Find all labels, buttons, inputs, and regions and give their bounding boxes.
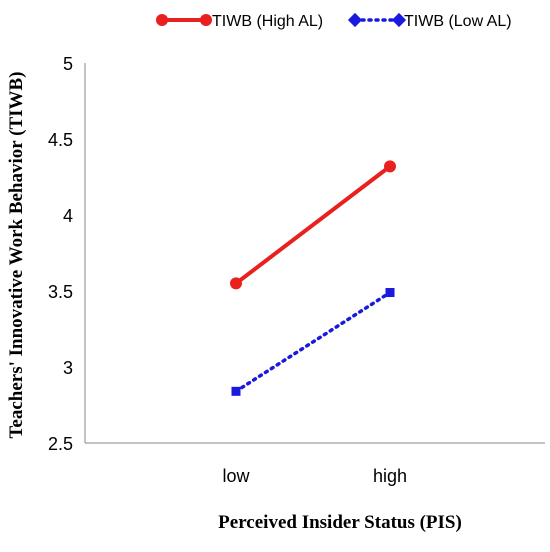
legend-marker: [156, 14, 168, 26]
series-line: [234, 164, 392, 285]
legend-marker: [391, 12, 407, 28]
y-tick-label: 4: [63, 206, 73, 226]
data-point-marker: [384, 160, 396, 173]
legend-marker: [347, 12, 363, 28]
y-tick-label: 5: [63, 54, 73, 74]
legend-item: TIWB (High AL): [156, 13, 323, 30]
series-low-al: [231, 288, 395, 396]
x-axis: low high: [85, 442, 545, 486]
y-tick-label: 3.5: [48, 282, 73, 302]
legend-marker: [200, 14, 212, 26]
series-high-al: [230, 160, 396, 290]
y-axis: 2.5 3 3.5 4 4.5 5: [48, 54, 86, 454]
data-point-marker: [385, 288, 395, 298]
data-point-marker: [230, 277, 242, 290]
x-tick-label: high: [373, 466, 407, 486]
y-tick-label: 2.5: [48, 434, 73, 454]
series-layer: [230, 160, 396, 396]
x-axis-title: Perceived Insider Status (PIS): [218, 512, 462, 533]
series-line: [234, 290, 392, 394]
data-point-marker: [231, 386, 241, 396]
legend-label: TIWB (Low AL): [404, 13, 512, 30]
y-axis-title: Teachers' Innovative Work Behavior (TIWB…: [6, 71, 27, 438]
legend: TIWB (High AL) TIWB (Low AL): [156, 12, 512, 30]
legend-item: TIWB (Low AL): [347, 12, 512, 30]
y-tick-label: 4.5: [48, 130, 73, 150]
y-tick-label: 3: [63, 358, 73, 378]
legend-label: TIWB (High AL): [212, 13, 323, 30]
x-tick-label: low: [222, 466, 250, 486]
